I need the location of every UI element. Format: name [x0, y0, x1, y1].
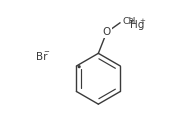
Text: Br: Br: [36, 52, 48, 62]
Text: CH: CH: [122, 17, 136, 26]
Text: +: +: [139, 18, 145, 24]
Text: 3: 3: [128, 18, 132, 24]
Text: O: O: [102, 27, 111, 37]
Circle shape: [78, 66, 80, 68]
Text: −: −: [43, 49, 49, 55]
Text: Hg: Hg: [130, 20, 144, 30]
